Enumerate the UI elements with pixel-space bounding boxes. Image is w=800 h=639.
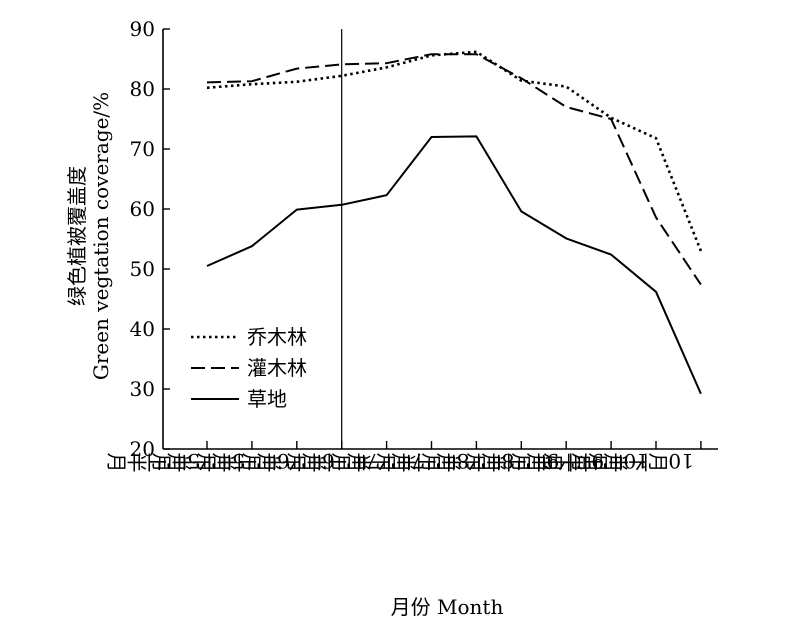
x-tick-label: 10月上半月 xyxy=(544,449,649,473)
x-tick-label: 9月上半月 xyxy=(466,449,559,473)
x-tick-label: 5月下半月 xyxy=(152,449,245,473)
x-tick-label: 8月下半月 xyxy=(422,449,515,473)
y-tick-label: 30 xyxy=(130,377,155,401)
series-lines xyxy=(206,50,703,395)
x-tick-label: 5月上半月 xyxy=(107,449,200,473)
y-tick-label: 50 xyxy=(130,257,155,281)
y-tick-label: 80 xyxy=(130,77,155,101)
y-tick-label: 20 xyxy=(130,437,155,461)
legend-label-2: 草地 xyxy=(247,387,287,411)
y-axis-label-en: Green vegtation coverage/% xyxy=(89,92,113,380)
series-line-0 xyxy=(206,50,703,252)
x-tick-label: 7月下半月 xyxy=(332,449,425,473)
legend-label-0: 乔木林 xyxy=(247,325,307,349)
x-tick-label: 7月上半月 xyxy=(287,449,380,473)
y-axis-label-cn: 绿色植被覆盖度 xyxy=(65,166,89,306)
y-tick-label: 70 xyxy=(130,137,155,161)
ticks: 20 30 40 50 60 70 80 90 5月上半月5月下半月6月上半月6月下半月7月上半… xyxy=(107,17,702,473)
y-tick-label: 60 xyxy=(130,197,155,221)
x-tick-label: 6月下半月 xyxy=(242,449,335,473)
x-tick-label: 10月下半月 xyxy=(588,449,693,473)
series-line-2 xyxy=(206,135,702,395)
x-tick-label: 9月下半月 xyxy=(511,449,604,473)
x-axis-label: 月份 Month xyxy=(391,595,504,619)
y-tick-label: 40 xyxy=(130,317,155,341)
legend-label-1: 灌木林 xyxy=(247,356,307,380)
axes xyxy=(162,29,718,450)
x-tick-label: 6月上半月 xyxy=(197,449,290,473)
series-line-1 xyxy=(206,53,702,286)
x-tick-label: 8月上半月 xyxy=(377,449,470,473)
y-tick-label: 90 xyxy=(130,17,155,41)
